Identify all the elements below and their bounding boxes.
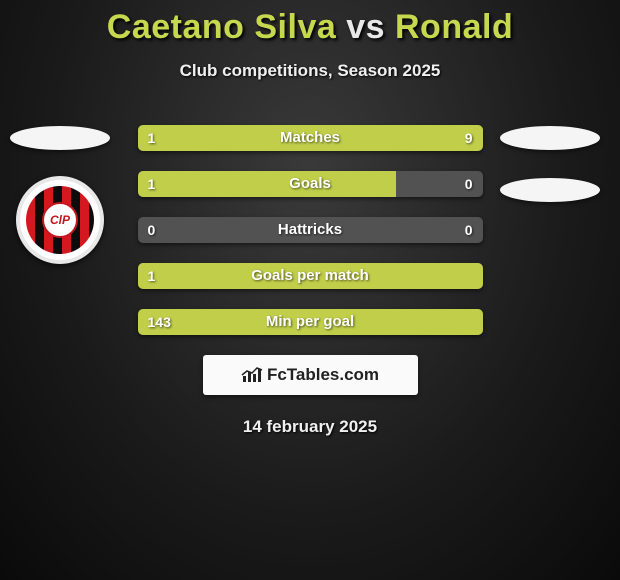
vs-label: vs (346, 8, 385, 46)
player2-name: Ronald (395, 8, 513, 46)
club-badge: ClP (16, 176, 104, 264)
stat-row: 19Matches (138, 125, 483, 151)
stat-label: Goals (138, 171, 483, 197)
stat-row: 1Goals per match (138, 263, 483, 289)
stat-label: Hattricks (138, 217, 483, 243)
side-oval (10, 126, 110, 150)
brand-badge[interactable]: FcTables.com (203, 355, 418, 395)
brand-name: FcTables.com (267, 365, 379, 385)
stat-label: Min per goal (138, 309, 483, 335)
brand-badge-wrap: FcTables.com (0, 355, 620, 395)
stat-row: 143Min per goal (138, 309, 483, 335)
stat-label: Matches (138, 125, 483, 151)
comparison-title: Caetano Silva vs Ronald (0, 0, 620, 47)
stats-container: 19Matches 10Goals 00Hattricks 1Goals per ma… (138, 125, 483, 335)
subtitle: Club competitions, Season 2025 (0, 61, 620, 81)
date-label: 14 february 2025 (0, 417, 620, 437)
stat-row: 10Goals (138, 171, 483, 197)
club-badge-text: ClP (42, 202, 78, 238)
stat-label: Goals per match (138, 263, 483, 289)
stat-row: 00Hattricks (138, 217, 483, 243)
chart-icon (241, 366, 263, 384)
player1-name: Caetano Silva (107, 8, 336, 46)
side-oval (500, 178, 600, 202)
side-oval (500, 126, 600, 150)
